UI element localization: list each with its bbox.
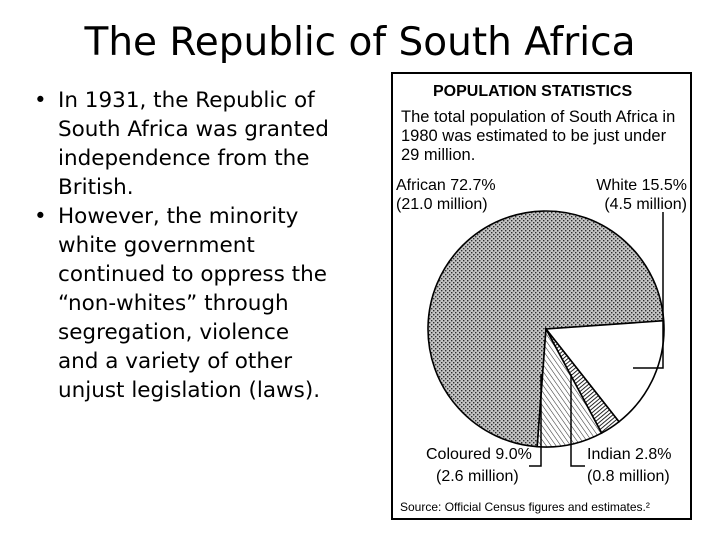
chart-subtitle-line: The total population of South Africa in: [401, 108, 675, 126]
slice-label-coloured: Coloured 9.0%: [426, 446, 532, 463]
bullet-text: In 1931, the Republic of South Africa wa…: [58, 88, 329, 200]
slice-value-coloured: (2.6 million): [436, 468, 519, 485]
pie-slices: [427, 210, 665, 448]
slice-label-african: African 72.7%: [396, 177, 496, 194]
slice-value-white: (4.5 million): [604, 196, 687, 213]
bullet-text: However, the minority white government c…: [58, 204, 327, 403]
slice-value-african: (21.0 million): [396, 196, 488, 213]
bullet-item: • In 1931, the Republic of South Africa …: [34, 86, 334, 202]
chart-source: Source: Official Census figures and esti…: [400, 500, 650, 514]
bullet-list: • In 1931, the Republic of South Africa …: [34, 86, 334, 405]
slice-label-indian: Indian 2.8%: [587, 446, 672, 463]
chart-subtitle-line: 1980 was estimated to be just under: [401, 127, 667, 145]
pie-chart: POPULATION STATISTICS The total populati…: [396, 83, 687, 514]
pie-slice-white: [544, 319, 665, 423]
leader-line-white: [633, 212, 664, 369]
bullet-marker: •: [34, 204, 47, 229]
chart-subtitle-line: 29 million.: [401, 146, 475, 164]
bullet-marker: •: [34, 88, 47, 113]
bullet-item: • However, the minority white government…: [34, 202, 334, 405]
slice-value-indian: (0.8 million): [587, 468, 670, 485]
slide-title: The Republic of South Africa: [84, 20, 636, 65]
slice-label-white: White 15.5%: [596, 177, 687, 194]
leader-line-coloured: [529, 374, 542, 467]
population-statistics-figure: POPULATION STATISTICS The total populati…: [391, 72, 692, 520]
leader-line-indian: [570, 374, 585, 467]
chart-title: POPULATION STATISTICS: [433, 83, 632, 100]
